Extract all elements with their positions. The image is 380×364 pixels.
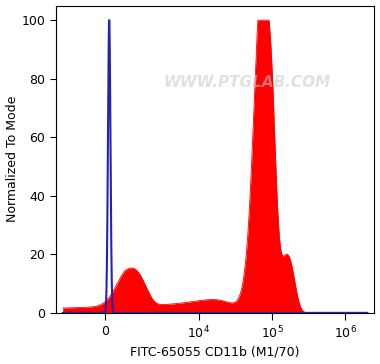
Y-axis label: Normalized To Mode: Normalized To Mode: [6, 96, 19, 222]
X-axis label: FITC-65055 CD11b (M1/70): FITC-65055 CD11b (M1/70): [130, 345, 300, 359]
Text: WWW.PTGLAB.COM: WWW.PTGLAB.COM: [163, 75, 331, 90]
